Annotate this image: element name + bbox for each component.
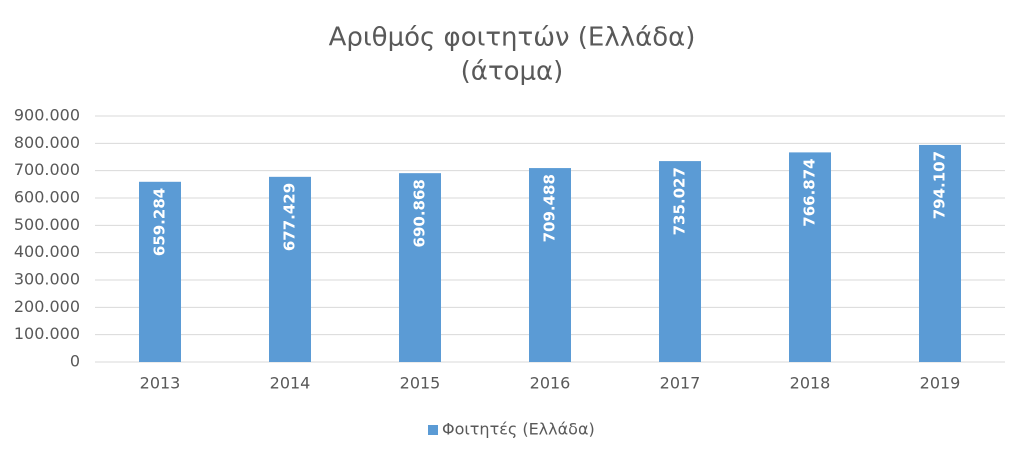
y-tick-label: 400.000 bbox=[14, 242, 80, 261]
value-label: 677.429 bbox=[281, 183, 299, 251]
value-label: 659.284 bbox=[151, 188, 169, 256]
x-tick-label: 2018 bbox=[790, 374, 831, 393]
value-label: 690.868 bbox=[411, 179, 429, 247]
y-tick-label: 700.000 bbox=[14, 160, 80, 179]
x-tick-label: 2015 bbox=[400, 374, 441, 393]
y-tick-label: 600.000 bbox=[14, 188, 80, 207]
y-tick-label: 0 bbox=[70, 352, 80, 371]
chart-title: Αριθμός φοιτητών (Ελλάδα) bbox=[329, 23, 696, 53]
bar bbox=[789, 152, 831, 362]
bar bbox=[659, 161, 701, 362]
value-label: 766.874 bbox=[801, 158, 819, 226]
y-tick-label: 300.000 bbox=[14, 270, 80, 289]
legend-label: Φοιτητές (Ελλάδα) bbox=[442, 420, 595, 439]
bar bbox=[139, 181, 181, 362]
bar bbox=[529, 168, 571, 362]
value-label: 794.107 bbox=[931, 151, 949, 219]
bar bbox=[399, 173, 441, 362]
value-label: 709.488 bbox=[541, 174, 559, 242]
x-tick-label: 2019 bbox=[920, 374, 961, 393]
y-tick-label: 200.000 bbox=[14, 297, 80, 316]
y-tick-label: 500.000 bbox=[14, 215, 80, 234]
bar bbox=[269, 176, 311, 362]
x-tick-label: 2016 bbox=[530, 374, 571, 393]
x-tick-label: 2014 bbox=[270, 374, 311, 393]
legend-swatch bbox=[428, 425, 438, 435]
x-tick-label: 2017 bbox=[660, 374, 701, 393]
y-tick-label: 100.000 bbox=[14, 324, 80, 343]
y-tick-label: 900.000 bbox=[14, 106, 80, 125]
value-label: 735.027 bbox=[671, 167, 689, 235]
chart-title: (άτομα) bbox=[461, 57, 564, 87]
x-tick-label: 2013 bbox=[140, 374, 181, 393]
y-tick-label: 800.000 bbox=[14, 133, 80, 152]
bar bbox=[919, 144, 961, 362]
